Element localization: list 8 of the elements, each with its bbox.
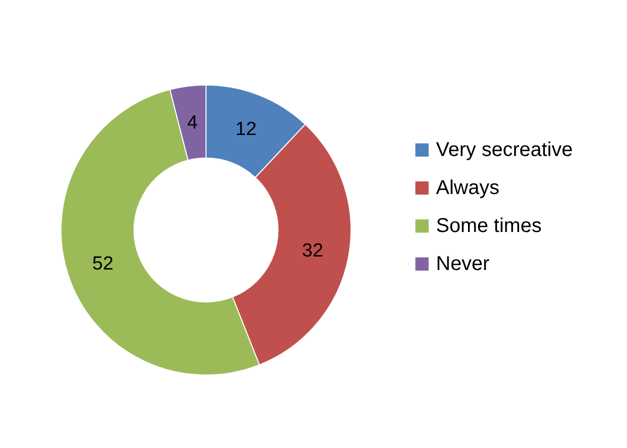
legend-label: Always — [436, 177, 500, 199]
legend-label: Some times — [436, 215, 542, 237]
legend-label: Never — [436, 253, 490, 275]
data-label: 32 — [302, 240, 324, 262]
legend-label: Very secreative — [436, 139, 573, 161]
data-label: 52 — [92, 254, 114, 275]
data-label: 4 — [187, 112, 198, 134]
data-label: 12 — [235, 119, 257, 140]
